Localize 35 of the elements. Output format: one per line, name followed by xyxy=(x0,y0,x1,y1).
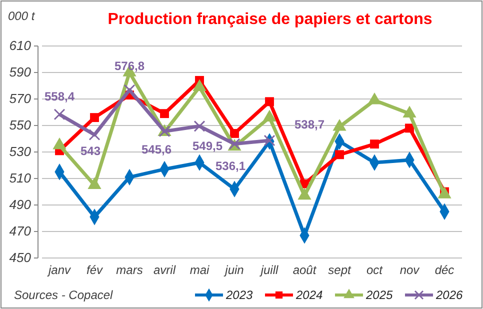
data-label: 536,1 xyxy=(215,158,246,173)
data-label: 543 xyxy=(80,144,101,158)
x-tick-label: avril xyxy=(153,262,176,277)
x-tick-label: déc xyxy=(434,262,454,277)
legend-label: 2025 xyxy=(365,288,394,302)
x-tick-label: mai xyxy=(190,262,210,277)
data-label: 558,4 xyxy=(44,89,75,104)
data-label: 576,8 xyxy=(114,58,145,73)
data-label: 538,7 xyxy=(294,117,325,132)
y-tick-label: 570 xyxy=(9,91,32,106)
source-note: Sources - Copacel xyxy=(14,288,114,302)
y-tick-label: 490 xyxy=(9,197,32,212)
y-tick-label: 610 xyxy=(9,38,32,54)
x-tick-label: janv xyxy=(46,262,72,277)
x-tick-label: nov xyxy=(400,262,420,277)
y-tick-label: 510 xyxy=(9,170,32,186)
x-tick-label: août xyxy=(292,262,317,277)
x-tick-label: sept xyxy=(328,262,352,277)
x-tick-label: mars xyxy=(116,262,143,277)
y-tick-label: 450 xyxy=(9,250,32,266)
data-label: 545,6 xyxy=(141,142,172,156)
x-tick-label: juill xyxy=(258,262,278,277)
x-tick-label: juin xyxy=(223,262,244,277)
legend-label: 2026 xyxy=(435,288,464,302)
x-tick-label: fév xyxy=(86,262,104,277)
y-tick-label: 530 xyxy=(9,144,32,160)
y-tick-label: 590 xyxy=(9,64,32,80)
y-axis-title: 000 t xyxy=(8,9,36,23)
y-tick-label: 550 xyxy=(9,118,32,133)
legend-label: 2023 xyxy=(225,288,254,302)
data-label: 549,5 xyxy=(192,139,223,154)
y-tick-label: 470 xyxy=(9,224,32,239)
chart-title: Production française de papiers et cartons xyxy=(108,11,432,28)
legend-label: 2024 xyxy=(295,288,324,302)
x-tick-label: oct xyxy=(366,262,384,277)
